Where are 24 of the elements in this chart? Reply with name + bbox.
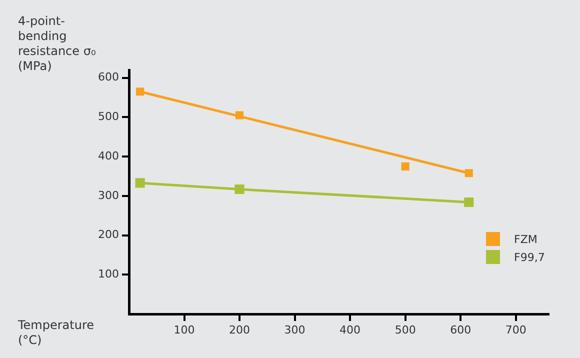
y-tick-label: 200 xyxy=(98,228,119,242)
point xyxy=(234,184,244,194)
x-tick-label: 100 xyxy=(174,323,195,336)
y-tick-label: 400 xyxy=(98,149,119,162)
x-tick-label: 200 xyxy=(229,323,250,336)
x-tick-label: 500 xyxy=(394,323,416,336)
legend-label: F99,7 xyxy=(514,250,545,264)
point xyxy=(136,88,144,96)
x-tick-label: 700 xyxy=(505,323,526,336)
x-tick-label: 400 xyxy=(340,323,361,336)
y-tick-label: 600 xyxy=(98,70,119,84)
point xyxy=(464,169,473,178)
x-tick-label: 600 xyxy=(450,323,472,336)
y-tick-label: 100 xyxy=(98,268,119,281)
legend-label: FZM xyxy=(514,232,538,246)
y-tick-label: 300 xyxy=(98,188,119,202)
point xyxy=(135,178,145,188)
x-tick-label: 300 xyxy=(284,323,306,336)
y-axis-title: 4-point-bending resistance σ₀ (MPa) xyxy=(18,14,96,73)
x-axis-title: Temperature (°C) xyxy=(18,318,96,348)
y-tick-label: 500 xyxy=(98,110,119,124)
point xyxy=(401,162,410,170)
point xyxy=(464,197,474,208)
point xyxy=(235,111,244,120)
